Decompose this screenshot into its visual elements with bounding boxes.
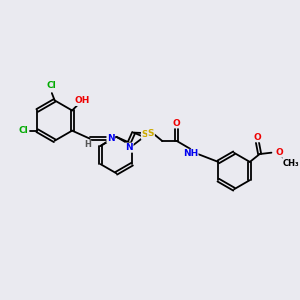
Text: Cl: Cl (46, 81, 56, 90)
Text: CH₃: CH₃ (283, 159, 299, 168)
Text: S: S (148, 129, 154, 138)
Text: H: H (84, 140, 91, 149)
Text: NH: NH (183, 149, 198, 158)
Text: O: O (254, 133, 261, 142)
Text: Cl: Cl (18, 126, 28, 135)
Text: O: O (275, 148, 283, 157)
Text: N: N (107, 134, 115, 143)
Text: S: S (142, 130, 148, 139)
Text: O: O (173, 119, 181, 128)
Text: N: N (125, 143, 133, 152)
Text: OH: OH (74, 96, 90, 105)
